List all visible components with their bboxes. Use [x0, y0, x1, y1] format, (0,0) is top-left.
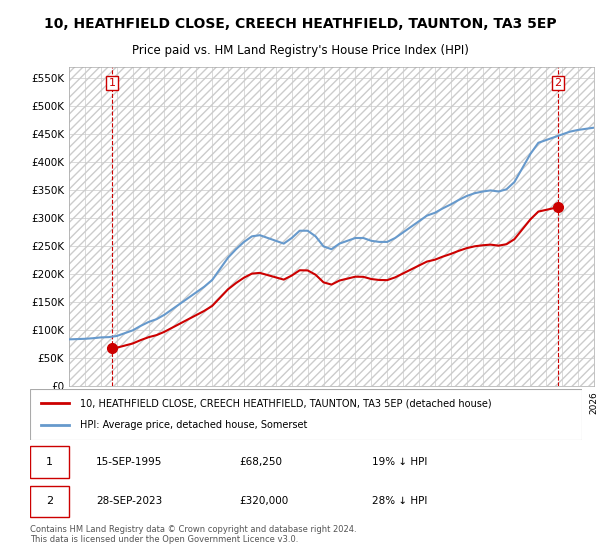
Text: 1: 1	[109, 78, 116, 88]
FancyBboxPatch shape	[30, 389, 582, 440]
Text: 10, HEATHFIELD CLOSE, CREECH HEATHFIELD, TAUNTON, TA3 5EP: 10, HEATHFIELD CLOSE, CREECH HEATHFIELD,…	[44, 17, 556, 31]
Text: 19% ↓ HPI: 19% ↓ HPI	[372, 457, 428, 467]
Text: 2: 2	[46, 496, 53, 506]
Text: HPI: Average price, detached house, Somerset: HPI: Average price, detached house, Some…	[80, 421, 307, 431]
Text: 1: 1	[46, 457, 53, 467]
FancyBboxPatch shape	[30, 486, 68, 517]
Text: Price paid vs. HM Land Registry's House Price Index (HPI): Price paid vs. HM Land Registry's House …	[131, 44, 469, 57]
Text: Contains HM Land Registry data © Crown copyright and database right 2024.
This d: Contains HM Land Registry data © Crown c…	[30, 525, 356, 544]
Text: 10, HEATHFIELD CLOSE, CREECH HEATHFIELD, TAUNTON, TA3 5EP (detached house): 10, HEATHFIELD CLOSE, CREECH HEATHFIELD,…	[80, 398, 491, 408]
Text: 28-SEP-2023: 28-SEP-2023	[96, 496, 163, 506]
Text: 15-SEP-1995: 15-SEP-1995	[96, 457, 163, 467]
Text: 2: 2	[554, 78, 562, 88]
Text: 28% ↓ HPI: 28% ↓ HPI	[372, 496, 428, 506]
Text: £320,000: £320,000	[240, 496, 289, 506]
FancyBboxPatch shape	[30, 446, 68, 478]
Text: £68,250: £68,250	[240, 457, 283, 467]
